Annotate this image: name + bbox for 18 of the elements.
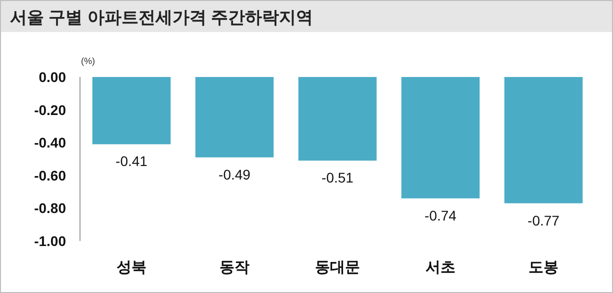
x-tick-label: 동작 — [220, 259, 250, 276]
data-label: -0.74 — [424, 207, 457, 224]
x-tick-label: 동대문 — [315, 259, 360, 276]
data-label: -0.51 — [322, 170, 354, 186]
chart-title: 서울 구별 아파트전세가격 주간하락지역 — [10, 8, 314, 27]
y-tick-label: 0.00 — [38, 69, 66, 85]
y-tick-label: -0.20 — [34, 102, 66, 118]
x-tick-label: 서초 — [426, 259, 456, 276]
y-tick-label: -0.80 — [34, 200, 66, 216]
data-label: -0.49 — [218, 166, 251, 182]
y-tick-label: -0.40 — [34, 134, 66, 151]
y-tick-label: -0.60 — [34, 167, 66, 184]
data-label: -0.41 — [116, 153, 148, 170]
x-tick-label: 도봉 — [528, 259, 558, 276]
y-axis-title: (%) — [81, 56, 95, 66]
y-tick-label: -1.00 — [34, 233, 66, 249]
x-tick-label: 성북 — [116, 259, 146, 276]
data-label: -0.77 — [528, 212, 560, 228]
